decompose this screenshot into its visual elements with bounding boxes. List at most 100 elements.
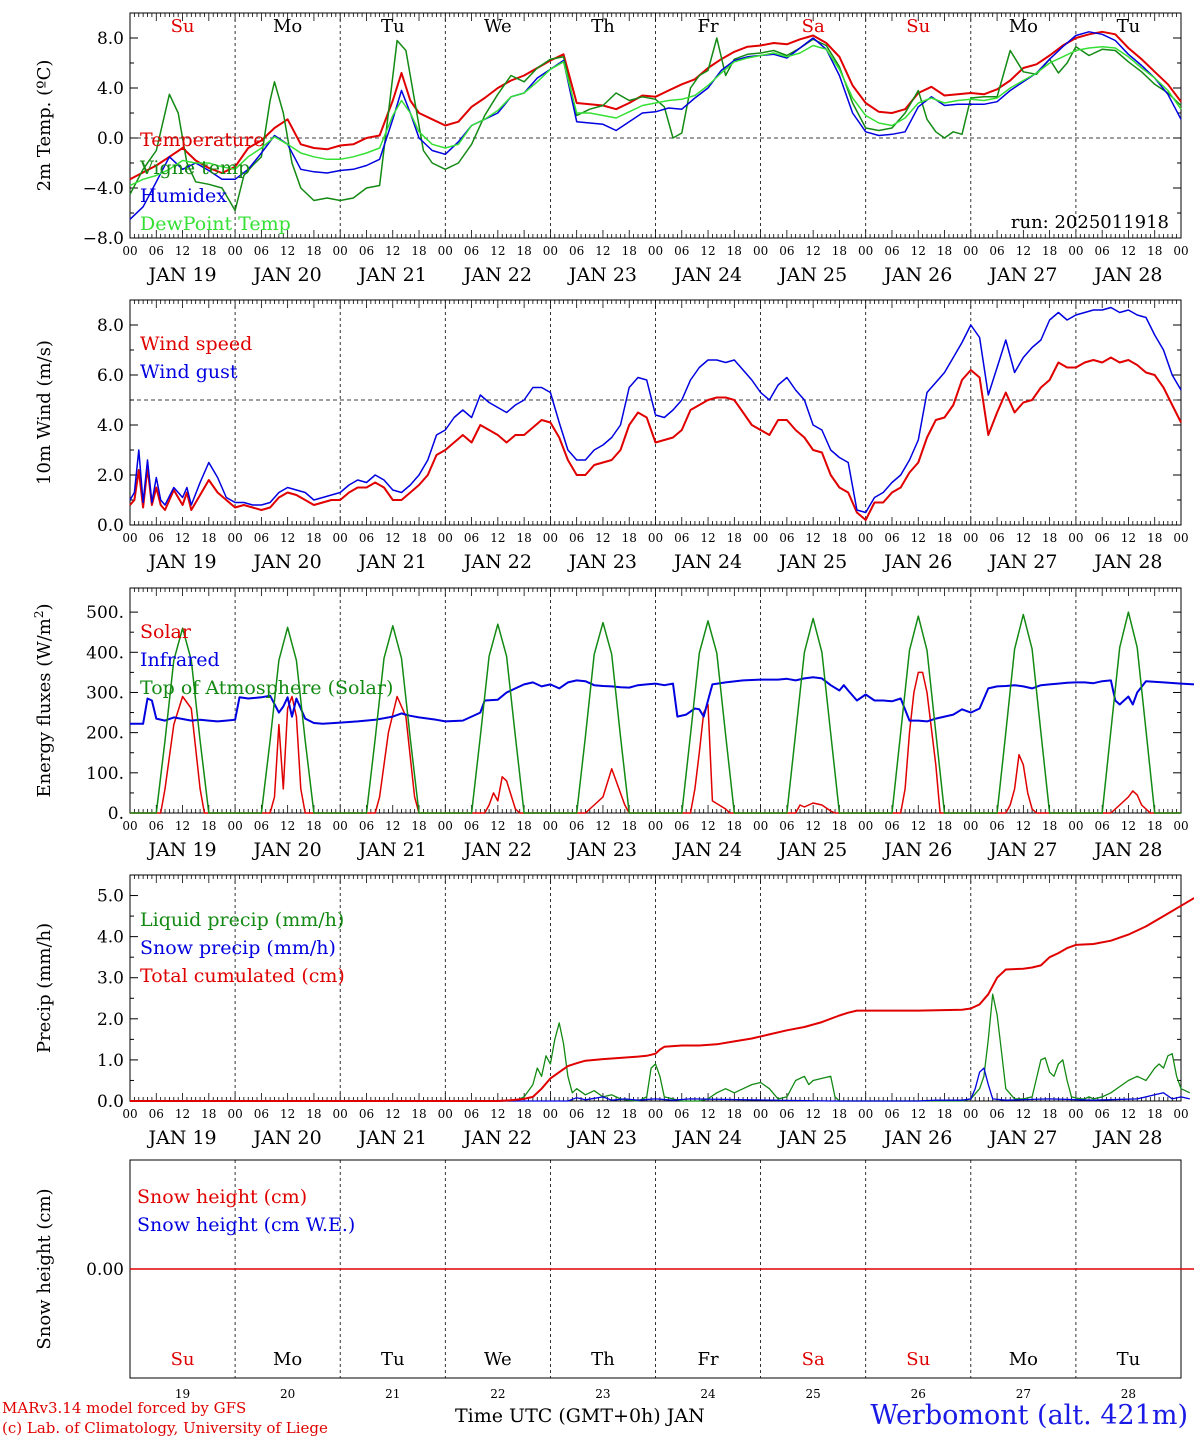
hour-tick-label: 00 <box>1173 1107 1188 1121</box>
hour-tick-label: 00 <box>648 1107 663 1121</box>
station-name: Werbomont (alt. 421m) <box>870 1400 1188 1431</box>
hour-tick-label: 12 <box>700 1107 715 1121</box>
hour-tick-label: 06 <box>359 819 374 833</box>
hour-tick-label: 06 <box>674 244 689 258</box>
y-tick-label: 300. <box>86 683 124 703</box>
hour-tick-label: 18 <box>1042 244 1057 258</box>
hour-tick-label: 00 <box>963 1107 978 1121</box>
hour-tick-label: 06 <box>1095 531 1110 545</box>
date-label: JAN 19 <box>146 551 216 573</box>
hour-tick-label: 18 <box>1147 819 1162 833</box>
y-axis-label: Snow height (cm) <box>34 1188 55 1349</box>
hour-tick-label: 12 <box>911 531 926 545</box>
hour-tick-label: 12 <box>175 244 190 258</box>
y-axis-label: 2m Temp. (ºC) <box>34 60 55 192</box>
y-tick-label: −8.0 <box>83 229 124 249</box>
hour-tick-label: 00 <box>543 244 558 258</box>
weekday-label: Tu <box>381 16 405 37</box>
series-line-temperature <box>129 30 1182 181</box>
date-label: JAN 25 <box>777 264 847 286</box>
hour-tick-label: 00 <box>438 531 453 545</box>
day-number-label: 22 <box>490 1387 505 1400</box>
weekday-label: Su <box>906 16 930 37</box>
x-axis-title: Time UTC (GMT+0h) JAN <box>455 1405 705 1427</box>
hour-tick-label: 12 <box>490 531 505 545</box>
hour-tick-label: 18 <box>201 244 216 258</box>
series-line-vigne-temp <box>129 37 1182 212</box>
hour-tick-label: 00 <box>1068 244 1083 258</box>
hour-tick-label: 06 <box>569 244 584 258</box>
weekday-label: We <box>484 16 512 37</box>
hour-tick-label: 00 <box>858 531 873 545</box>
legend-entry: Wind gust <box>140 361 238 383</box>
series-line-infrared <box>130 676 1194 725</box>
hour-tick-label: 18 <box>832 819 847 833</box>
hour-tick-label: 18 <box>306 819 321 833</box>
hour-tick-label: 00 <box>648 531 663 545</box>
hour-tick-label: 18 <box>832 244 847 258</box>
y-tick-label: 6.0 <box>97 366 124 386</box>
hour-tick-label: 00 <box>858 244 873 258</box>
hour-tick-label: 06 <box>779 819 794 833</box>
legend-entry: Infrared <box>140 649 220 671</box>
date-label: JAN 22 <box>462 264 532 286</box>
hour-tick-label: 18 <box>306 244 321 258</box>
date-label: JAN 24 <box>672 264 742 286</box>
hour-tick-label: 18 <box>516 1107 531 1121</box>
hour-tick-label: 06 <box>1095 819 1110 833</box>
y-tick-label: −4.0 <box>83 179 124 199</box>
date-label: JAN 24 <box>672 551 742 573</box>
hour-tick-label: 12 <box>1121 819 1136 833</box>
hour-tick-label: 06 <box>149 819 164 833</box>
panel-temperature <box>129 12 1182 239</box>
hour-tick-label: 12 <box>280 819 295 833</box>
day-number-label: 19 <box>175 1387 190 1400</box>
date-label: JAN 19 <box>146 1127 216 1149</box>
hour-tick-label: 06 <box>254 244 269 258</box>
y-tick-label: 2.0 <box>97 1010 124 1030</box>
hour-tick-label: 18 <box>937 819 952 833</box>
hour-tick-label: 00 <box>438 244 453 258</box>
hour-tick-label: 12 <box>1121 1107 1136 1121</box>
hour-tick-label: 18 <box>622 244 637 258</box>
panel-wind <box>129 299 1182 526</box>
y-tick-label: 200. <box>86 724 124 744</box>
panel-energy <box>129 587 1194 814</box>
hour-tick-label: 06 <box>674 1107 689 1121</box>
hour-tick-label: 00 <box>333 819 348 833</box>
weekday-label: Tu <box>1117 16 1141 37</box>
series-line-snow-precip-mm-h- <box>130 1067 1190 1102</box>
legend-entry: Snow height (cm) <box>137 1186 307 1208</box>
y-tick-label: 3.0 <box>97 969 124 989</box>
hour-tick-label: 00 <box>858 1107 873 1121</box>
panel-precip <box>129 874 1194 1102</box>
hour-tick-label: 00 <box>227 819 242 833</box>
date-label: JAN 26 <box>882 264 952 286</box>
hour-tick-label: 12 <box>1016 1107 1031 1121</box>
series-line-wind-gust <box>129 306 1182 514</box>
hour-tick-label: 00 <box>122 819 137 833</box>
hour-tick-label: 18 <box>1042 1107 1057 1121</box>
day-number-label: 20 <box>280 1387 295 1400</box>
hour-tick-label: 12 <box>175 531 190 545</box>
hour-tick-label: 18 <box>1147 531 1162 545</box>
hour-tick-label: 18 <box>727 1107 742 1121</box>
hour-tick-label: 00 <box>753 819 768 833</box>
hour-tick-label: 06 <box>884 1107 899 1121</box>
hour-tick-label: 12 <box>385 531 400 545</box>
day-number-label: 28 <box>1121 1387 1136 1400</box>
weekday-label: Mo <box>273 1349 302 1370</box>
hour-tick-label: 12 <box>385 819 400 833</box>
hour-tick-label: 18 <box>516 531 531 545</box>
hour-tick-label: 06 <box>464 1107 479 1121</box>
hour-tick-label: 12 <box>490 244 505 258</box>
hour-tick-label: 00 <box>122 1107 137 1121</box>
day-number-label: 27 <box>1016 1387 1031 1400</box>
y-tick-label: 0.0 <box>97 129 124 149</box>
hour-tick-label: 06 <box>989 819 1004 833</box>
hour-tick-label: 00 <box>963 819 978 833</box>
hour-tick-label: 06 <box>989 1107 1004 1121</box>
hour-tick-label: 18 <box>727 531 742 545</box>
legend-entry: Snow height (cm W.E.) <box>137 1214 355 1236</box>
date-label: JAN 23 <box>567 839 637 861</box>
